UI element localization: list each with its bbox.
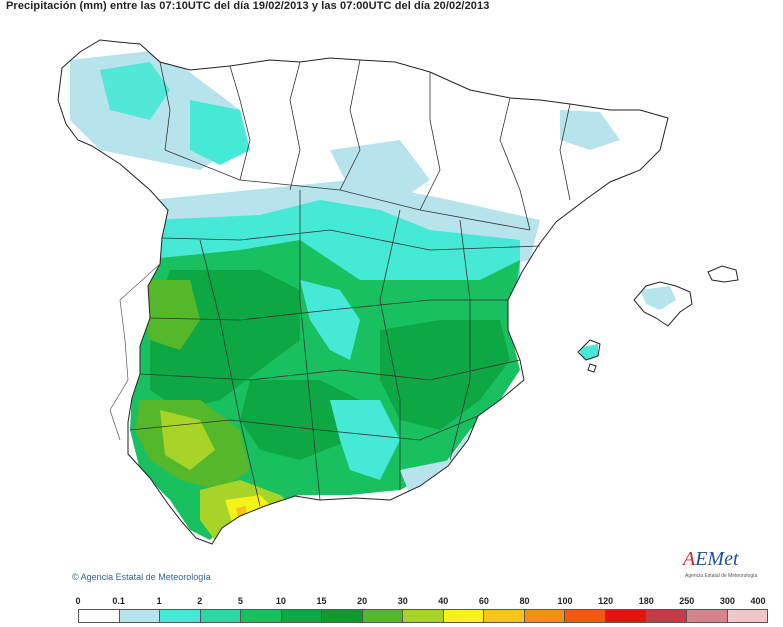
legend-swatch bbox=[727, 610, 768, 622]
aemet-logo: AEMet Agencia Estatal de Meteorología bbox=[683, 548, 763, 584]
legend-swatch bbox=[200, 610, 242, 622]
legend-swatch bbox=[241, 610, 282, 622]
legend-swatch bbox=[443, 610, 485, 622]
legend-tick-label: 0.1 bbox=[112, 596, 125, 606]
legend-tick-label: 120 bbox=[598, 596, 614, 606]
logo-subtitle: Agencia Estatal de Meteorología bbox=[685, 573, 758, 579]
legend-swatch bbox=[119, 610, 161, 622]
legend-tick-label: 0 bbox=[75, 596, 81, 606]
legend-swatch bbox=[403, 610, 444, 622]
legend-tick-label: 250 bbox=[679, 596, 695, 606]
legend-tick-label: 40 bbox=[438, 596, 449, 606]
legend-tick-label: 60 bbox=[478, 596, 489, 606]
legend-tick-label: 80 bbox=[519, 596, 530, 606]
legend-swatch bbox=[322, 610, 363, 622]
legend-tick-label: 100 bbox=[557, 596, 573, 606]
legend-tick-label: 30 bbox=[397, 596, 408, 606]
logo-wordmark: AEMet bbox=[683, 548, 739, 570]
legend-swatch bbox=[160, 610, 201, 622]
map-title: Precipitación (mm) entre las 07:10UTC de… bbox=[6, 0, 490, 12]
legend-tick-label: 5 bbox=[237, 596, 243, 606]
legend-tick-label: 20 bbox=[357, 596, 368, 606]
legend-tick-label: 1 bbox=[156, 596, 162, 606]
credit-text: © Agencia Estatal de Meteorología bbox=[72, 572, 211, 582]
legend-tick-label: 300 bbox=[719, 596, 735, 606]
legend-swatch bbox=[605, 610, 647, 622]
color-legend bbox=[78, 609, 768, 623]
legend-swatch bbox=[484, 610, 525, 622]
legend-swatch bbox=[646, 610, 687, 622]
legend-swatch bbox=[686, 610, 728, 622]
legend-swatch bbox=[524, 610, 566, 622]
legend-swatch bbox=[281, 610, 323, 622]
legend-tick-label: 2 bbox=[197, 596, 203, 606]
legend-tick-labels: 0 0.1 1 2 5 10 15 20 30 40 60 80 100 120 180 250 300 400 bbox=[0, 596, 783, 608]
legend-swatch bbox=[565, 610, 606, 622]
legend-tick-label: 180 bbox=[638, 596, 654, 606]
legend-swatch bbox=[79, 610, 120, 622]
legend-swatch bbox=[362, 610, 404, 622]
legend-tick-label: 10 bbox=[275, 596, 286, 606]
legend-tick-label: 400 bbox=[750, 596, 766, 606]
legend-tick-label: 15 bbox=[316, 596, 327, 606]
